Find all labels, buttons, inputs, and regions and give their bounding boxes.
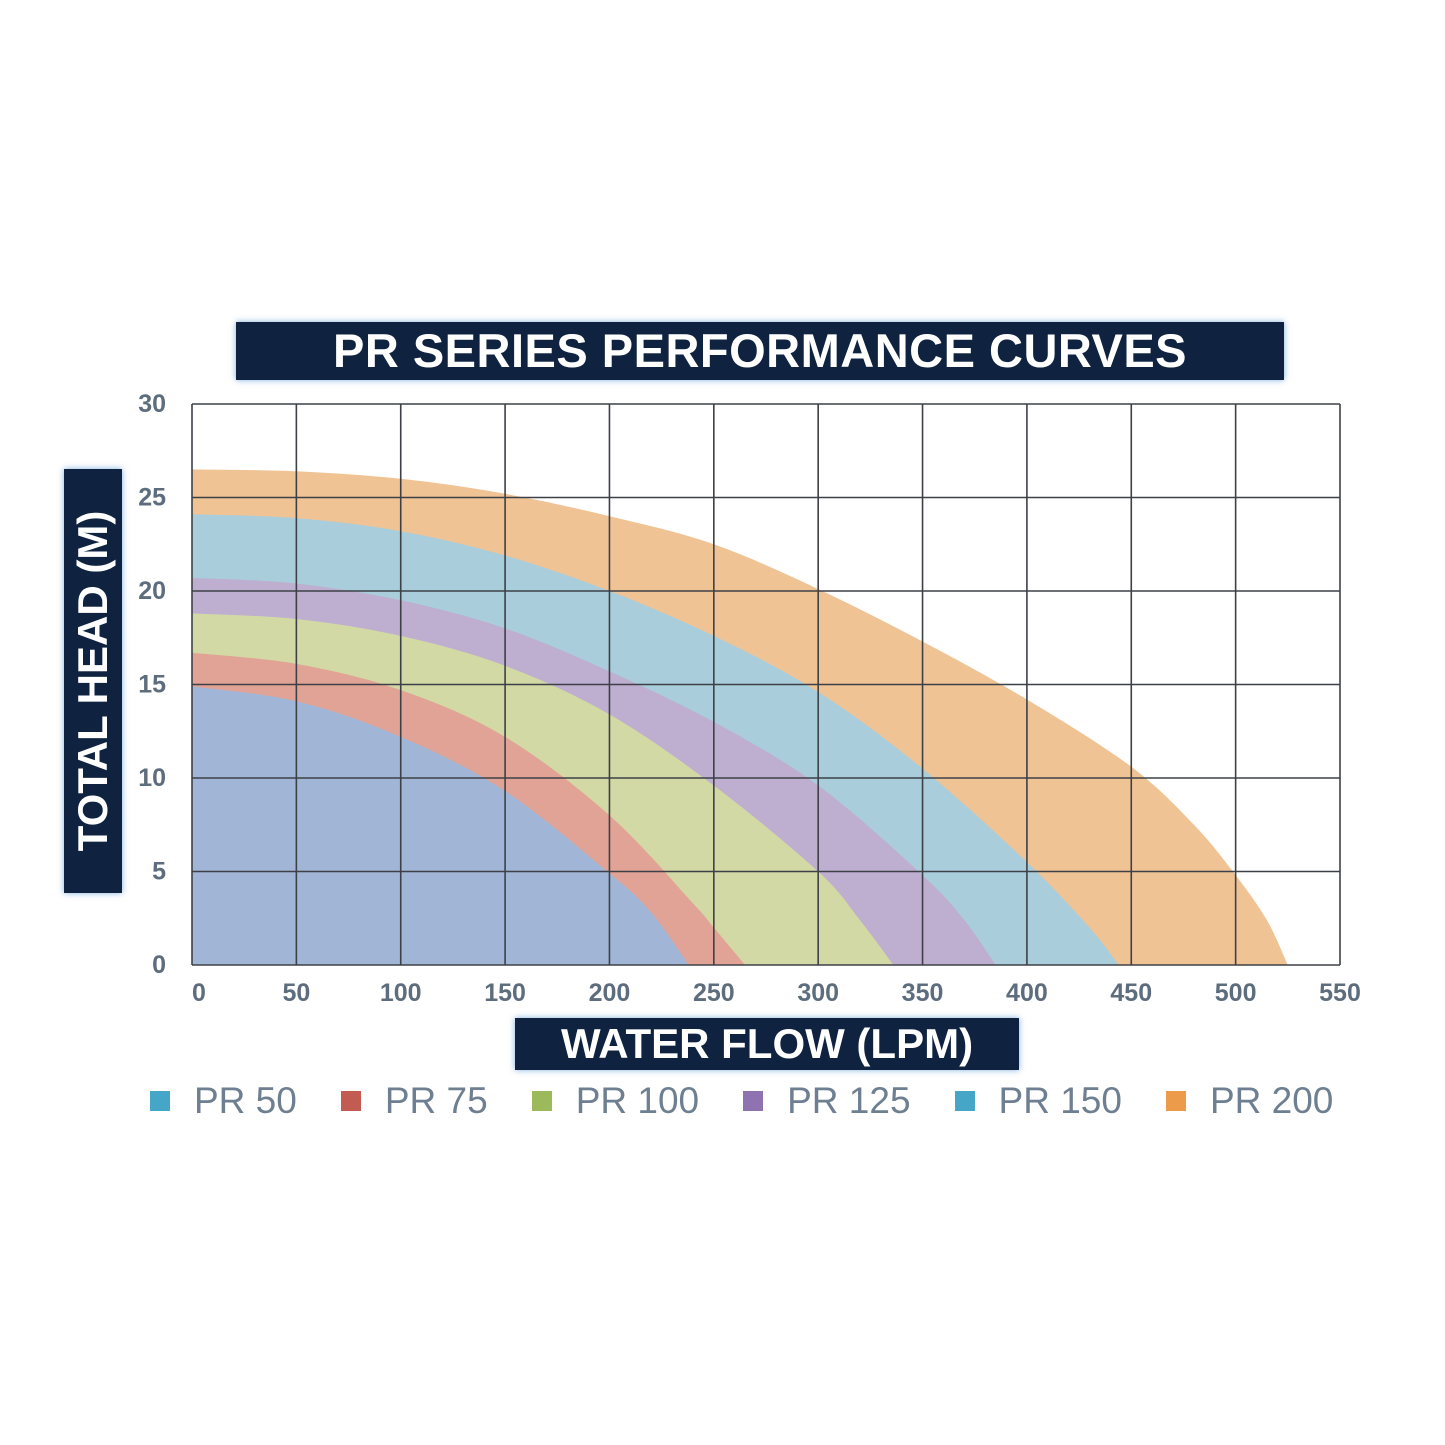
y-tick-label: 30 <box>138 390 166 418</box>
legend-label: PR 200 <box>1209 1080 1334 1121</box>
x-tick-label: 100 <box>380 979 422 1007</box>
x-axis-label: WATER FLOW (LPM) <box>560 1020 974 1067</box>
legend-label: PR 75 <box>384 1080 488 1121</box>
x-tick-label: 500 <box>1215 979 1257 1007</box>
y-axis-label-background <box>64 469 122 893</box>
y-tick-label: 20 <box>138 577 166 605</box>
y-tick-label: 0 <box>152 951 166 979</box>
legend-item: PR 75 <box>340 1080 488 1122</box>
legend-swatch <box>954 1091 975 1111</box>
legend-swatch <box>340 1091 361 1111</box>
x-tick-label: 450 <box>1110 979 1152 1007</box>
legend-swatch <box>531 1091 552 1111</box>
chart-title: PR SERIES PERFORMANCE CURVES <box>332 324 1188 377</box>
legend: PR 50 PR 75 PR 100 PR 125 PR 150 PR 200 <box>150 1078 1390 1124</box>
y-tick-label: 5 <box>152 858 166 886</box>
legend-item: PR 200 <box>1165 1080 1334 1122</box>
x-tick-label: 400 <box>1006 979 1048 1007</box>
x-tick-label: 200 <box>589 979 631 1007</box>
x-tick-label: 300 <box>797 979 839 1007</box>
x-tick-labels: 0 50 100 150 200 250 300 350 400 450 500 550 <box>192 979 1361 1007</box>
legend-label: PR 50 <box>194 1080 297 1121</box>
x-tick-label: 550 <box>1319 979 1361 1007</box>
series-areas <box>192 469 1288 965</box>
legend-swatch <box>1165 1091 1186 1111</box>
legend-item: PR 100 <box>531 1080 700 1122</box>
y-tick-label: 10 <box>138 764 166 792</box>
legend-label: PR 125 <box>787 1080 911 1121</box>
series-area-pr-50 <box>192 686 689 965</box>
x-tick-label: 50 <box>282 979 310 1007</box>
y-tick-label: 15 <box>138 671 166 699</box>
x-tick-label: 350 <box>902 979 944 1007</box>
legend-item: PR 50 <box>150 1080 297 1122</box>
y-tick-labels: 0 5 10 15 20 25 30 <box>138 390 166 979</box>
y-axis-label: TOTAL HEAD (M) <box>69 510 116 852</box>
legend-label: PR 100 <box>575 1080 700 1121</box>
x-tick-label: 0 <box>192 979 206 1007</box>
x-tick-label: 150 <box>484 979 526 1007</box>
grid-lines <box>191 403 1341 966</box>
title-background <box>236 322 1284 380</box>
legend-swatch <box>150 1091 170 1111</box>
legend-label: PR 150 <box>998 1080 1122 1121</box>
legend-item: PR 125 <box>743 1080 911 1122</box>
legend-item: PR 150 <box>954 1080 1122 1122</box>
legend-swatch <box>743 1091 764 1111</box>
x-axis-label-background <box>515 1018 1019 1070</box>
x-tick-label: 250 <box>693 979 735 1007</box>
y-tick-label: 25 <box>138 484 166 512</box>
